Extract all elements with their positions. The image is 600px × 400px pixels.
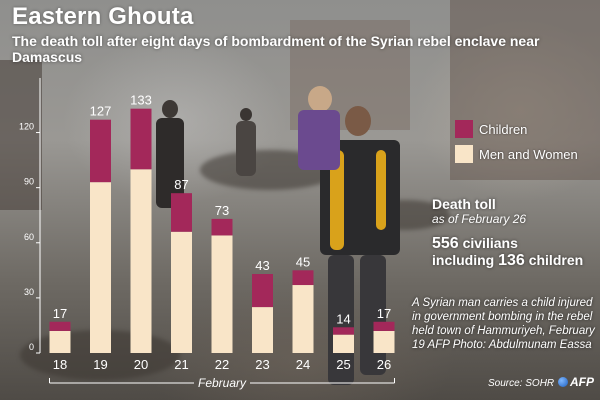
bar-men-women [211,235,233,353]
y-tick-label: 90 [24,177,34,187]
bar-men-women [333,334,354,353]
x-axis-label: February [198,376,247,390]
legend-item-men-women: Men and Women [455,145,578,163]
x-tick-label: 19 [93,357,107,372]
bar-total-label: 17 [377,306,391,321]
children-count: 136 [498,252,525,269]
bar-children [49,321,71,331]
bar-children [252,274,273,308]
bar-total-label: 73 [215,203,229,218]
bar-men-women [90,182,111,353]
bar-total-label: 127 [90,104,112,119]
y-tick-label: 30 [24,287,34,297]
civilians-word: civilians [462,235,518,251]
source-note: Source: SOHR [488,378,555,389]
afp-logo: AFP [558,375,594,389]
civilians-count: 556 [432,235,459,252]
bar-men-women [252,307,273,353]
x-tick-label: 20 [134,357,148,372]
death-toll-date: as of February 26 [432,212,527,226]
bar-children [90,119,111,183]
photo-caption: A Syrian man carries a child injured in … [412,297,595,351]
bar-men-women [130,169,152,353]
bar-total-label: 17 [53,306,67,321]
legend-label-men-women: Men and Women [479,146,578,162]
bar-men-women [49,330,71,353]
legend-swatch-children [455,120,473,138]
bar-children [292,270,314,286]
legend-swatch-men-women [455,145,473,163]
death-toll-civilians: 556 civilians [432,235,583,252]
man-carrying-child-figure [290,80,430,400]
bar-men-women [292,285,314,353]
children-word: children [528,252,584,268]
death-toll-heading: Death toll [432,196,496,212]
bar-children [211,218,233,236]
bar-men-women [171,231,192,353]
x-tick-label: 25 [336,357,350,372]
afp-logo-text: AFP [570,375,594,389]
bar-total-label: 14 [336,311,350,326]
bar-total-label: 45 [296,254,310,269]
x-tick-label: 23 [255,357,269,372]
bar-children [333,327,354,335]
bar-children [130,108,152,170]
y-tick-label: 120 [19,122,34,132]
death-toll-children: including 136 children [432,252,583,269]
death-toll-panel: Death toll as of February 26 556 civilia… [432,196,583,269]
bar-total-label: 87 [174,177,188,192]
bar-children [373,321,395,331]
x-tick-label: 21 [174,357,188,372]
page-subtitle: The death toll after eight days of bomba… [12,33,540,65]
legend-item-children: Children [455,120,527,138]
bar-men-women [373,330,395,353]
bar-children [171,193,192,232]
x-tick-label: 26 [377,357,391,372]
y-tick-label: 0 [29,342,34,352]
bar-total-label: 133 [130,93,152,108]
legend-label-children: Children [479,121,528,137]
x-tick-label: 22 [215,357,229,372]
background-person-figure [232,108,262,178]
background-person-figure [150,100,190,220]
x-tick-label: 18 [53,357,67,372]
bar-total-label: 43 [255,258,269,273]
page-title: Eastern Ghouta [12,3,194,30]
background-building-left [0,60,42,210]
x-tick-label: 24 [296,357,310,372]
y-tick-label: 60 [24,232,34,242]
afp-globe-icon [558,377,568,387]
background-building-right [450,0,600,180]
including-word: including [432,252,495,268]
